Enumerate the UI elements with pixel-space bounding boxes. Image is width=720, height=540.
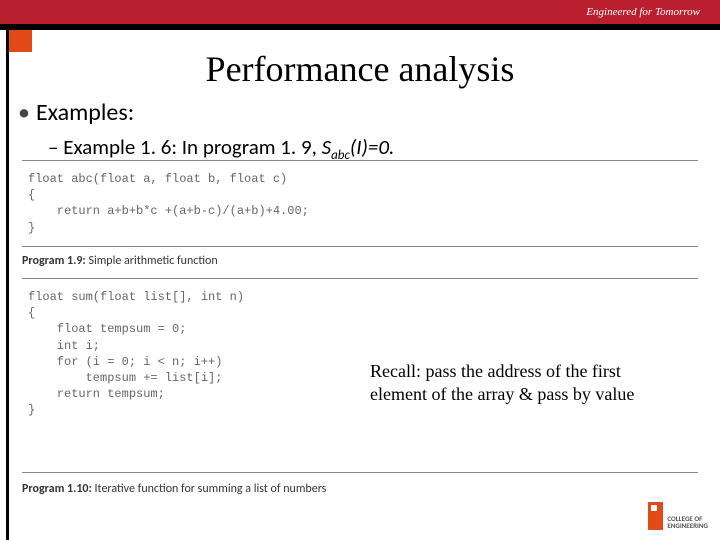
sub-math-s: S [322,134,332,160]
caption-2: Program 1.10: Iterative function for sum… [22,482,326,496]
caption-1: Program 1.9: Simple arithmetic function [22,254,218,268]
caption-2-rest: Iterative function for summing a list of… [92,482,327,496]
banner-tagline: Engineered for Tomorrow [586,6,700,18]
black-divider-bar [0,24,720,30]
top-banner: Engineered for Tomorrow [0,0,720,24]
code-block-1: float abc(float a, float b, float c) { r… [22,167,698,240]
recall-note: Recall: pass the address of the first el… [370,360,670,405]
bullet-main-text: Examples: [36,98,134,127]
caption-2-bold: Program 1.10: [22,482,92,496]
slide-title: Performance analysis [0,48,720,90]
bullet-main: •Examples: [18,98,134,127]
code-figure-2: float sum(float list[], int n) { float t… [22,278,698,429]
bullet-dot-icon: • [18,98,30,127]
sub-math-arg: (I)=0. [350,134,394,160]
footer-logo: COLLEGE OF ENGINEERING [648,490,708,530]
logo-icon [648,502,663,530]
code-figure-1: float abc(float a, float b, float c) { r… [22,160,698,247]
logo-line2: ENGINEERING [667,521,708,530]
logo-text: COLLEGE OF ENGINEERING [667,515,708,530]
lower-divider [22,472,698,473]
bullet-sub: – Example 1. 6: In program 1. 9, Sabc(I)… [48,134,394,163]
caption-1-rest: Simple arithmetic function [86,254,218,268]
sub-prefix: – Example 1. 6: In program 1. 9, [48,134,322,160]
caption-1-bold: Program 1.9: [22,254,86,268]
left-edge-strip [6,52,9,540]
